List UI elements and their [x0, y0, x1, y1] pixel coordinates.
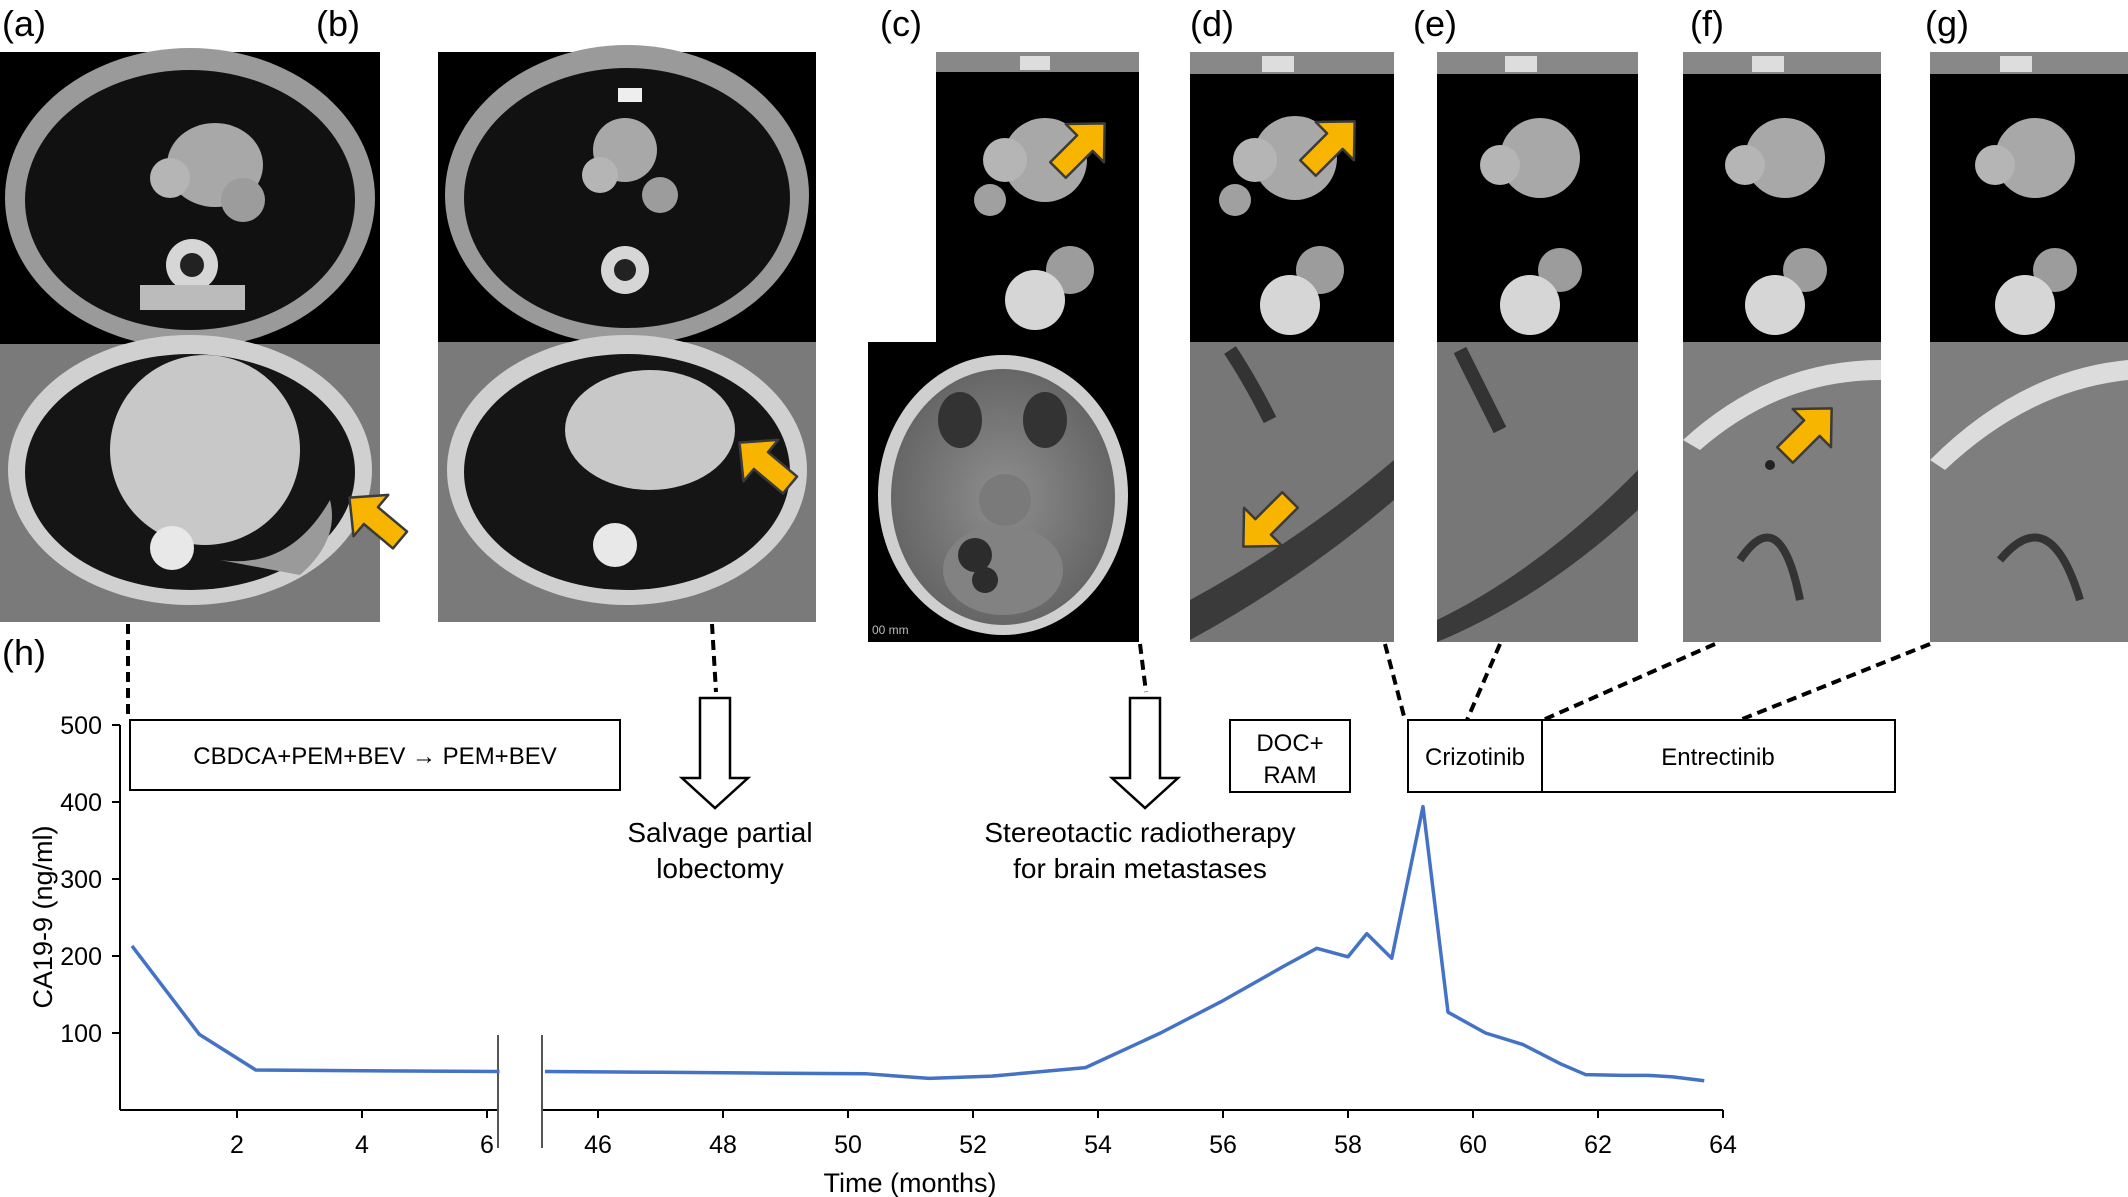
x-tick-label: 46 — [584, 1131, 612, 1159]
ct-mediastinal-image-b — [438, 45, 816, 345]
radiotherapy-annotation-line2: for brain metastases — [1013, 853, 1267, 884]
surgery-arrow-icon — [678, 696, 752, 810]
radiotherapy-arrow-icon — [1108, 696, 1182, 810]
y-tick-label: 300 — [60, 866, 102, 894]
x-tick-label: 48 — [709, 1131, 737, 1159]
radiotherapy-annotation-line1: Stereotactic radiotherapy — [984, 817, 1295, 848]
mri-brain-image-g — [1930, 342, 2128, 642]
series-line-right — [544, 804, 1705, 1083]
y-tick-label: 500 — [60, 712, 102, 740]
x-tick-label: 54 — [1084, 1131, 1112, 1159]
treatment-box-crizotinib: Crizotinib — [1407, 719, 1543, 793]
panel-label-c: (c) — [880, 3, 922, 44]
x-axis: 2 4 6 46 48 50 52 54 56 58 60 62 64 — [120, 1035, 1737, 1159]
x-tick-label: 50 — [834, 1131, 862, 1159]
y-axis: 100 200 300 400 500 — [60, 712, 121, 1110]
treatment-box-first-line: CBDCA+PEM+BEV → PEM+BEV — [129, 719, 621, 791]
ct-mediastinal-image-c — [936, 52, 1139, 342]
mri-caption: 00 mm — [872, 623, 909, 637]
treatment-box-doc-ram: DOC+ RAM — [1229, 719, 1351, 793]
y-tick-label: 100 — [60, 1020, 102, 1048]
x-tick-label: 56 — [1209, 1131, 1237, 1159]
ct-mediastinal-image-g — [1930, 52, 2128, 342]
ct-mediastinal-image-d — [1190, 52, 1394, 342]
x-tick-label: 4 — [355, 1131, 369, 1159]
panel-label-d: (d) — [1190, 3, 1234, 44]
series-layer — [130, 804, 1705, 1083]
ct-lung-image-a — [0, 335, 419, 622]
connector-lines — [126, 623, 1931, 722]
x-axis-title: Time (months) — [823, 1168, 996, 1197]
panel-label-h: (h) — [2, 632, 46, 673]
x-tick-label: 62 — [1584, 1131, 1612, 1159]
x-tick-label: 58 — [1334, 1131, 1362, 1159]
treatment-label-doc: DOC+ — [1256, 730, 1323, 757]
panel-label-a: (a) — [2, 3, 46, 44]
panel-label-e: (e) — [1413, 3, 1457, 44]
treatment-label-crizotinib: Crizotinib — [1425, 744, 1525, 771]
mri-brain-image-d — [1190, 342, 1394, 642]
mri-brain-image-f — [1683, 342, 1881, 642]
series-line-left — [130, 944, 500, 1074]
panel-label-f: (f) — [1690, 3, 1724, 44]
y-tick-label: 200 — [60, 943, 102, 971]
surgery-annotation-line1: Salvage partial — [627, 817, 812, 848]
treatment-label-first-line: CBDCA+PEM+BEV → PEM+BEV — [193, 743, 556, 770]
surgery-annotation-line2: lobectomy — [656, 853, 784, 884]
y-axis-title: CA19-9 (ng/ml) — [28, 825, 58, 1008]
y-tick-label: 400 — [60, 789, 102, 817]
x-tick-label: 60 — [1459, 1131, 1487, 1159]
treatment-box-entrectinib: Entrectinib — [1541, 719, 1896, 793]
mri-brain-image-e — [1437, 342, 1638, 642]
panel-label-b: (b) — [316, 3, 360, 44]
panel-label-g: (g) — [1925, 3, 1969, 44]
x-tick-label: 6 — [480, 1131, 494, 1159]
mri-brain-image-c: 00 mm — [868, 342, 1139, 642]
x-tick-label: 64 — [1709, 1131, 1737, 1159]
x-tick-label: 52 — [959, 1131, 987, 1159]
ct-mediastinal-image-a — [0, 48, 380, 348]
treatment-label-entrectinib: Entrectinib — [1661, 744, 1774, 771]
ct-mediastinal-image-f — [1683, 52, 1881, 342]
treatment-label-ram: RAM — [1263, 762, 1316, 789]
ct-mediastinal-image-e — [1437, 52, 1638, 342]
x-tick-label: 2 — [230, 1131, 244, 1159]
ct-lung-image-b — [438, 335, 816, 622]
